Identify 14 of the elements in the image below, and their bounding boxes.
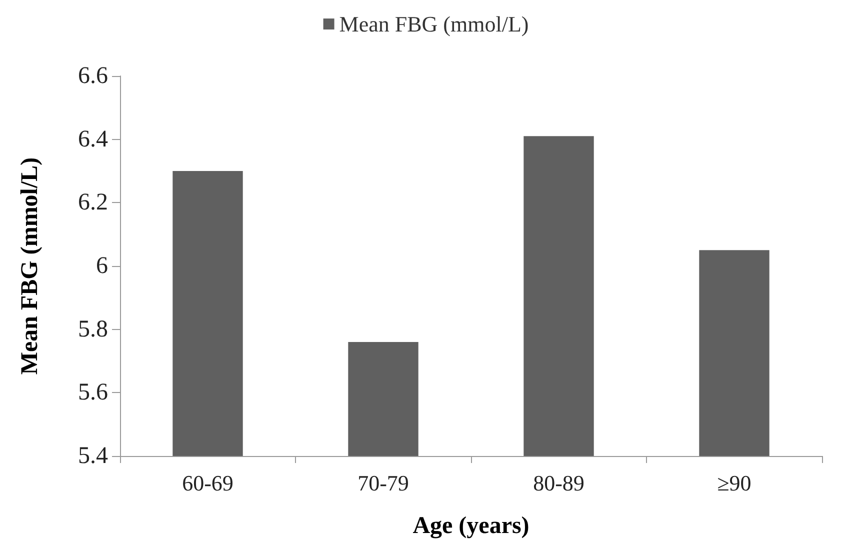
legend-label: Mean FBG (mmol/L) [339,12,529,36]
x-tick-label: 70-79 [358,470,409,496]
x-tick-label: ≥90 [717,470,752,496]
y-tick-label: 6 [96,253,108,279]
y-tick-label: 5.8 [78,316,108,342]
y-axis-title: Mean FBG (mmol/L) [17,157,43,375]
x-tick-label: 80-89 [533,470,584,496]
y-tick-label: 6.6 [78,63,108,89]
y-tick-label: 6.2 [78,190,108,216]
y-tick-label: 6.4 [78,126,108,152]
x-tick-label: 60-69 [182,470,234,496]
x-axis-title: Age (years) [412,513,530,539]
y-tick-label: 5.6 [78,380,108,406]
y-tick-label: 5.4 [78,443,108,469]
